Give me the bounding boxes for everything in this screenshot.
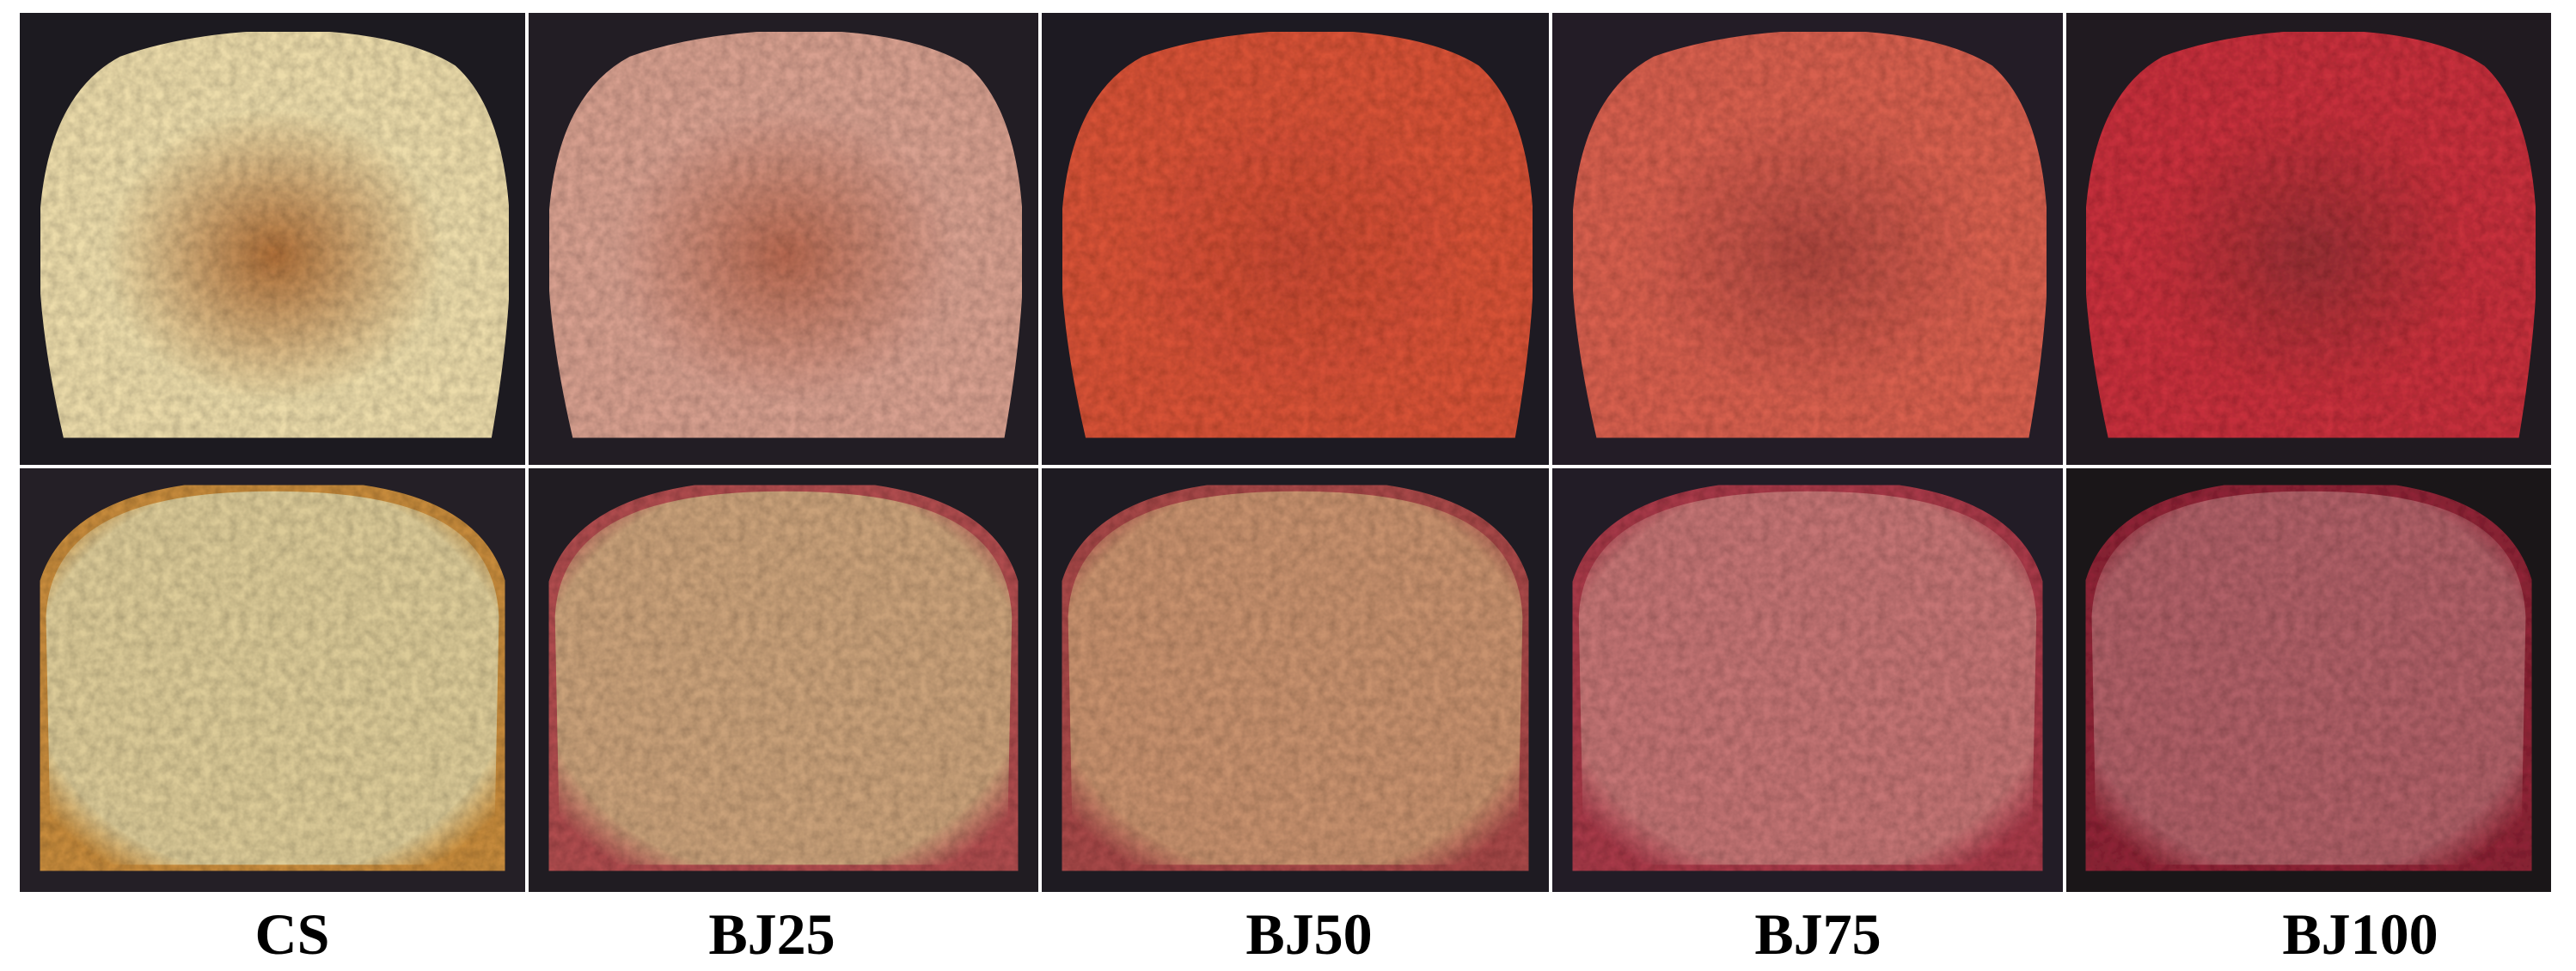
bread-slice xyxy=(34,479,511,877)
slice-photo xyxy=(20,468,525,892)
sample-label: BJ25 xyxy=(708,901,835,967)
sample-label: BJ100 xyxy=(2282,901,2438,967)
slice-photo xyxy=(2066,468,2551,892)
bread-slice xyxy=(542,479,1025,877)
bread-loaf xyxy=(2084,30,2537,440)
sample-label: BJ75 xyxy=(1754,901,1881,967)
bread-loaf xyxy=(1571,30,2048,440)
bread-loaf xyxy=(39,30,511,440)
slice-photo xyxy=(529,468,1038,892)
slice-photo xyxy=(1042,468,1549,892)
sample-label: BJ50 xyxy=(1245,901,1372,967)
slice-photo xyxy=(1552,468,2063,892)
sample-label: CS xyxy=(255,901,330,967)
bread-slice xyxy=(1055,479,1535,877)
bread-slice xyxy=(2079,479,2538,877)
bread-slice xyxy=(1566,479,2049,877)
loaf-photo xyxy=(1552,13,2063,465)
bread-loaf xyxy=(548,30,1024,440)
loaf-photo xyxy=(1042,13,1549,465)
loaf-photo xyxy=(2066,13,2551,465)
loaf-photo xyxy=(529,13,1038,465)
loaf-photo xyxy=(20,13,525,465)
bread-loaf xyxy=(1061,30,1534,440)
